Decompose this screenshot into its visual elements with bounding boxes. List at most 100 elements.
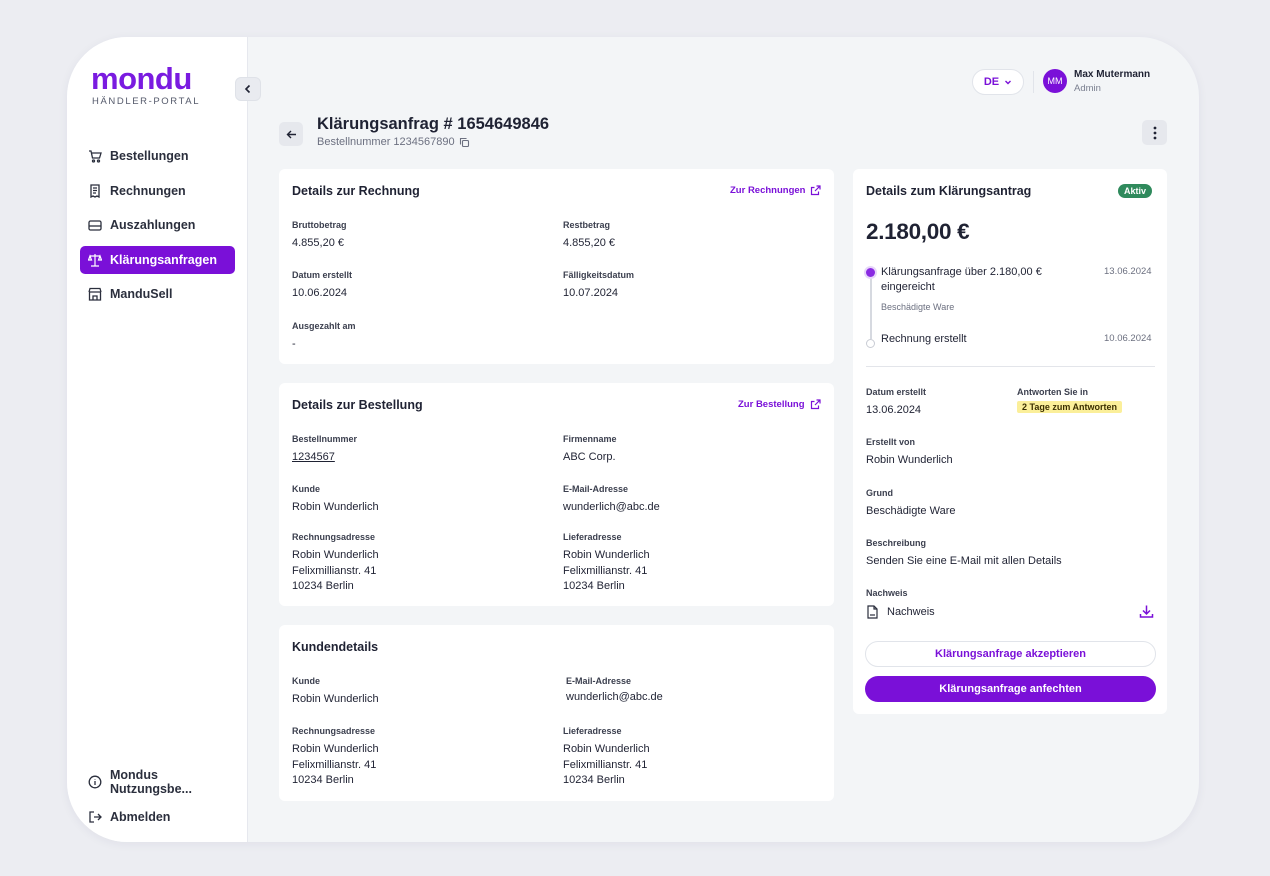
field-label: Firmenname: [563, 434, 617, 444]
field-value: Robin Wunderlich: [866, 454, 953, 466]
gross-amount-field: Bruttobetrag 4.855,20 €: [292, 220, 347, 252]
timeline-line-1: Klärungsanfrage über 2.180,00 €: [881, 266, 1042, 278]
address-line: Felixmillianstr. 41: [563, 564, 648, 577]
due-date-field: Fälligkeitsdatum 10.07.2024: [563, 270, 634, 302]
sidebar-footer: Mondus Nutzungsbe... Abmelden: [80, 768, 240, 838]
scale-icon: [88, 253, 102, 267]
field-label: Bestellnummer: [292, 434, 358, 444]
address-line: 10234 Berlin: [292, 580, 354, 592]
field-value: 4.855,20 €: [563, 237, 615, 249]
billing-address-field: Rechnungsadresse Robin Wunderlich Felixm…: [292, 726, 379, 789]
field-label: Nachweis: [866, 588, 908, 598]
order-number-link[interactable]: 1234567: [292, 451, 335, 463]
invoice-details-card: Details zur Rechnung Zur Rechnungen Brut…: [279, 169, 834, 364]
sidebar-item-terms[interactable]: Mondus Nutzungsbe...: [80, 768, 240, 796]
email-field: E-Mail-Adresse wunderlich@abc.de: [566, 676, 663, 706]
to-invoices-link[interactable]: Zur Rechnungen: [730, 185, 822, 196]
field-value: Beschädigte Ware: [866, 505, 956, 517]
reply-deadline-field: Antworten Sie in 2 Tage zum Antworten: [1017, 387, 1123, 415]
field-label: Kunde: [292, 484, 320, 494]
accept-claim-button-visible[interactable]: Klärungsanfrage akzeptieren: [865, 641, 1156, 667]
proof-file[interactable]: Nachweis: [866, 604, 1156, 619]
field-label: Kunde: [292, 676, 320, 686]
sidebar-item-logout[interactable]: Abmelden: [80, 803, 240, 831]
user-name[interactable]: Max Mutermann: [1074, 69, 1151, 80]
field-label: Grund: [866, 488, 893, 498]
avatar[interactable]: MM: [1043, 69, 1067, 93]
field-label: Beschreibung: [866, 538, 927, 548]
field-label: Fälligkeitsdatum: [563, 270, 635, 280]
company-field: Firmenname ABC Corp.: [563, 434, 617, 466]
chevron-left-icon: [244, 84, 251, 94]
field-label: E-Mail-Adresse: [566, 676, 632, 686]
link-label: Zur Rechnungen: [730, 185, 806, 196]
address-line: Robin Wunderlich: [563, 743, 650, 755]
proof-field: Nachweis Nachweis: [866, 588, 1156, 619]
field-label: Restbetrag: [563, 220, 611, 230]
customer-field: Kunde Robin Wunderlich: [292, 484, 379, 516]
link-label: Zur Bestellung: [738, 399, 805, 410]
address-line: 10234 Berlin: [292, 774, 354, 786]
wallet-icon: [88, 218, 102, 232]
field-value: wunderlich@abc.de: [563, 501, 660, 513]
page-subtitle: Bestellnummer 1234567890: [317, 136, 470, 148]
to-order-link[interactable]: Zur Bestellung: [738, 399, 821, 410]
card-title: Details zum Klärungsantrag: [866, 184, 1032, 198]
user-role: Admin: [1074, 83, 1101, 94]
sidebar-item-bestellungen[interactable]: Bestellungen: [80, 142, 235, 170]
address-line: Felixmillianstr. 41: [292, 564, 377, 577]
created-by-field: Erstellt von Robin Wunderlich: [866, 437, 953, 469]
status-badge: Aktiv: [1118, 184, 1153, 198]
reason-field: Grund Beschädigte Ware: [866, 488, 955, 520]
timeline-line: [870, 271, 872, 339]
field-label: Datum erstellt: [866, 387, 927, 397]
field-value: Robin Wunderlich: [292, 501, 379, 513]
card-title: Kundendetails: [292, 640, 379, 654]
logout-icon: [88, 810, 102, 824]
order-number-text: Bestellnummer 1234567890: [317, 136, 455, 148]
language-selector[interactable]: DE: [972, 69, 1024, 95]
deadline-badge: 2 Tage zum Antworten: [1017, 401, 1123, 413]
external-link-icon: [810, 399, 821, 410]
dispute-claim-button[interactable]: Klärungsanfrage anfechten: [865, 676, 1156, 702]
shipping-address-field: Lieferadresse Robin Wunderlich Felixmill…: [563, 726, 650, 789]
timeline-dot-active: [866, 268, 875, 277]
address-line: 10234 Berlin: [563, 580, 625, 592]
timeline-entry-date: 13.06.2024: [1104, 266, 1152, 277]
more-options-button[interactable]: [1142, 120, 1167, 145]
sidebar-item-auszahlungen[interactable]: Auszahlungen: [80, 211, 235, 239]
field-label: Antworten Sie in: [1017, 387, 1089, 397]
download-icon[interactable]: [1139, 604, 1154, 619]
paid-out-field: Ausgezahlt am -: [292, 321, 356, 353]
field-label: Lieferadresse: [563, 532, 622, 542]
collapse-sidebar-button[interactable]: [235, 77, 261, 101]
rest-amount-field: Restbetrag 4.855,20 €: [563, 220, 615, 252]
order-details-card: Details zur Bestellung Zur Bestellung Be…: [279, 383, 834, 606]
logo[interactable]: mondu HÄNDLER-PORTAL: [91, 63, 200, 107]
address-line: Robin Wunderlich: [563, 549, 650, 561]
sidebar-item-label: Rechnungen: [110, 183, 186, 198]
customer-field: Kunde Robin Wunderlich: [292, 676, 379, 708]
field-value: Robin Wunderlich: [292, 693, 379, 705]
sidebar-item-mandusell[interactable]: ManduSell: [80, 280, 235, 308]
divider: [866, 366, 1155, 367]
field-value: -: [292, 338, 296, 350]
cart-icon: [88, 149, 102, 163]
sidebar-item-label: Klärungsanfragen: [110, 252, 217, 267]
field-value: wunderlich@abc.de: [566, 691, 663, 703]
store-icon: [88, 287, 102, 301]
sidebar-item-klaerungsanfragen[interactable]: Klärungsanfragen: [80, 245, 235, 274]
copy-icon[interactable]: [459, 137, 470, 148]
address-line: 10234 Berlin: [563, 774, 625, 786]
address-lines: Robin Wunderlich Felixmillianstr. 41 102…: [292, 548, 379, 595]
address-line: Felixmillianstr. 41: [292, 758, 377, 771]
timeline-dot: [866, 339, 875, 348]
back-button[interactable]: [279, 122, 303, 146]
field-label: Rechnungsadresse: [292, 532, 376, 542]
address-lines: Robin Wunderlich Felixmillianstr. 41 102…: [292, 742, 379, 789]
app-window: mondu HÄNDLER-PORTAL Bestellungen Rechnu…: [67, 37, 1199, 842]
sidebar-item-rechnungen[interactable]: Rechnungen: [80, 177, 235, 205]
page-title: Klärungsanfrag # 1654649846: [317, 115, 550, 133]
timeline-entry-text: Rechnung erstellt: [881, 333, 967, 345]
field-label: Lieferadresse: [563, 726, 622, 736]
